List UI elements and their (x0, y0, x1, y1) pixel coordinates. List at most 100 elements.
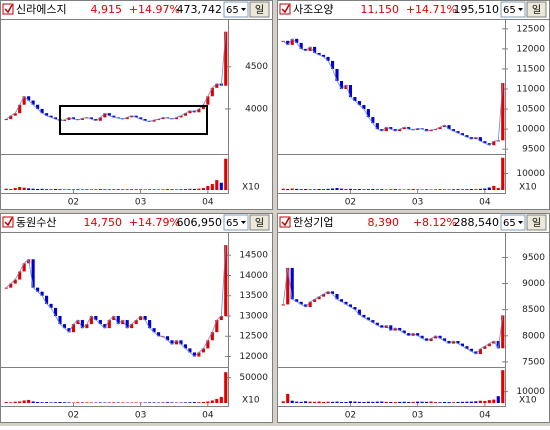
volume-bar (81, 189, 84, 190)
volume-bar (27, 188, 30, 190)
volume-bar (456, 189, 459, 190)
candle (5, 288, 8, 289)
volume-bar (371, 402, 374, 403)
y-tick-label: 8000 (522, 331, 545, 341)
volume-bar (295, 189, 298, 190)
volume-bar (407, 402, 410, 403)
volume-bar (27, 400, 30, 403)
volume-bar (211, 400, 214, 403)
volume-bar (456, 402, 459, 403)
volume-bar (358, 402, 361, 403)
volume-bar (470, 189, 473, 190)
volume-bar (215, 399, 218, 403)
volume-bar (282, 189, 285, 190)
volume-bar (175, 189, 178, 190)
period-value: 65 (226, 218, 239, 229)
volume-bar (461, 189, 464, 190)
volume-bar (367, 189, 370, 190)
volume-bar (72, 402, 75, 403)
volume-bar (197, 189, 200, 190)
volume-bar (380, 189, 383, 190)
volume-bar (412, 189, 415, 190)
volume-bar (193, 189, 196, 190)
volume-bar (72, 189, 75, 190)
x-tick-label: 02 (68, 198, 79, 208)
volume-bar (335, 402, 338, 403)
volume-bar (389, 402, 392, 403)
change: +14.97% (129, 3, 180, 16)
volume-bar (81, 402, 84, 403)
volume-bar (492, 400, 495, 403)
y-tick-label: 13500 (239, 291, 268, 301)
x-tick-label: 04 (202, 198, 214, 208)
volume-bar (206, 186, 209, 190)
y-tick-label: 9000 (522, 279, 545, 289)
y-tick-label: 12500 (239, 332, 268, 342)
volume-bar (45, 402, 48, 403)
candle (32, 259, 35, 287)
candle (45, 296, 48, 304)
volume-bar (41, 402, 44, 403)
volume-bar (85, 189, 88, 190)
period-value: 65 (226, 5, 239, 16)
volume-bar (465, 189, 468, 190)
volume-bar (501, 370, 504, 403)
volume-bar (434, 402, 437, 403)
volume-bar (362, 402, 365, 403)
volume-bar (188, 189, 191, 190)
volume-bar (126, 189, 129, 190)
stock-name: 동원수산 (16, 216, 56, 229)
volume-bar (452, 402, 455, 403)
volume-bar (49, 402, 52, 403)
candle (224, 245, 227, 316)
volume-bar (184, 402, 187, 403)
volume-bar (291, 189, 294, 190)
volume-bar (179, 402, 182, 403)
volume-bar (63, 402, 66, 403)
volume-bar (108, 189, 111, 190)
volume-bar (488, 188, 491, 190)
volume-bar (344, 189, 347, 190)
x-tick-label: 04 (479, 411, 491, 421)
volume-bar (340, 402, 343, 403)
volume-bar (353, 402, 356, 403)
volume-bar (76, 402, 79, 403)
candle (501, 315, 504, 348)
volume-bar (447, 402, 450, 403)
trade-volume: 195,510 (454, 3, 500, 16)
volume-bar (36, 402, 39, 403)
volume-bar (452, 189, 455, 190)
volume-bar (371, 189, 374, 190)
candle (291, 268, 294, 299)
volume-bar (443, 402, 446, 403)
volume-bar (215, 180, 218, 190)
change: +8.12% (413, 216, 457, 229)
volume-bar (349, 189, 352, 190)
y-tick-label: 14500 (239, 251, 268, 261)
volume-bar (157, 189, 160, 190)
volume-bar (470, 402, 473, 403)
volume-bar (488, 400, 491, 403)
volume-bar (99, 402, 102, 403)
volume-bar (67, 189, 70, 190)
unit-label: 일 (532, 217, 541, 229)
volume-bar (144, 402, 147, 403)
price: 8,390 (368, 216, 400, 229)
volume-bar (474, 189, 477, 190)
period-value: 65 (503, 5, 516, 16)
volume-bar (32, 189, 35, 190)
volume-bar (166, 189, 169, 190)
y-tick-label: 7500 (522, 357, 545, 367)
volume-bar (153, 402, 156, 403)
volume-bar (322, 402, 325, 403)
volume-bar (300, 402, 303, 403)
volume-bar (376, 402, 379, 403)
volume-bar (108, 402, 111, 403)
volume-unit: X10 (519, 396, 537, 406)
volume-bar (23, 400, 26, 403)
volume-bar (309, 402, 312, 403)
volume-bar (479, 189, 482, 190)
y-tick-label: 14000 (239, 271, 268, 281)
volume-bar (438, 402, 441, 403)
